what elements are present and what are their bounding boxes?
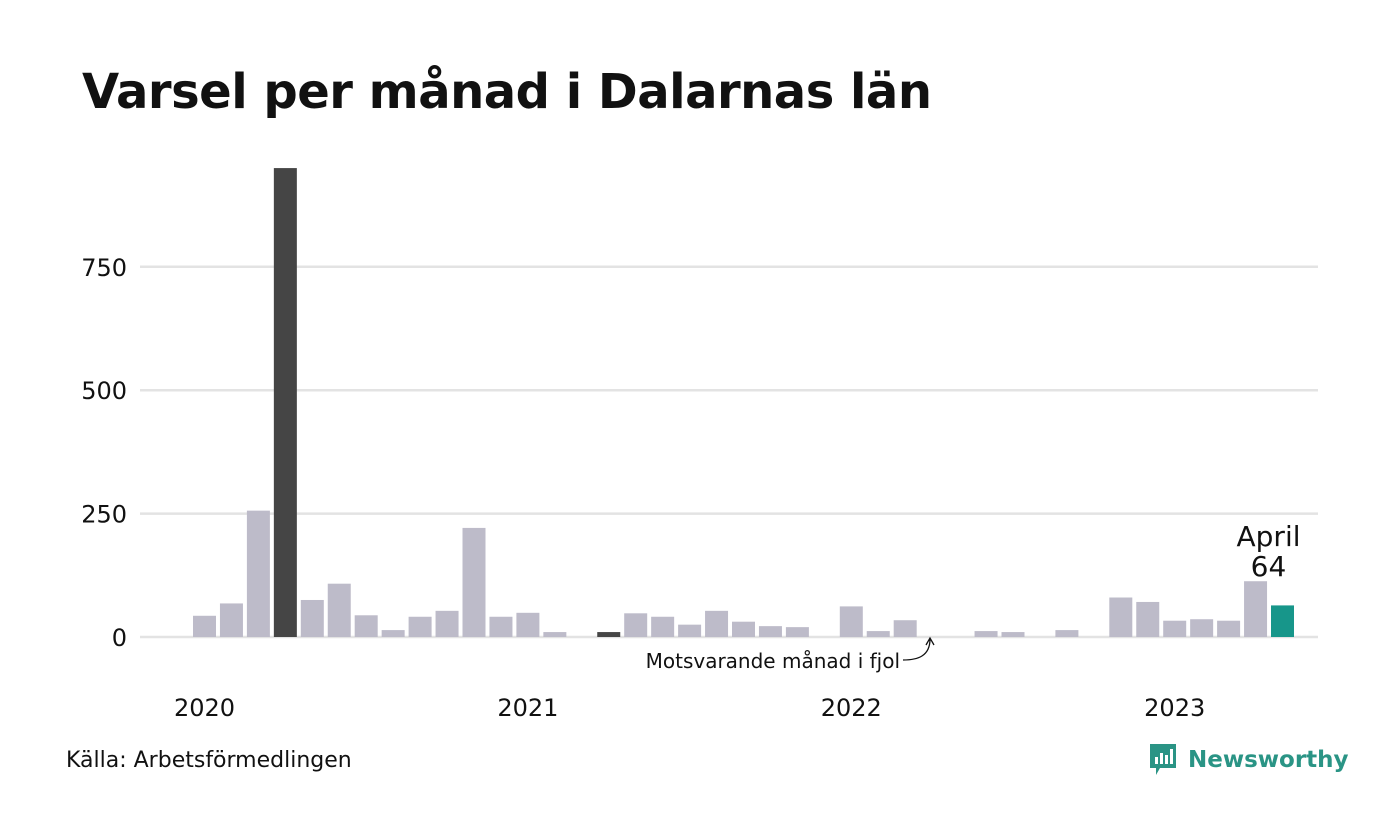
bar [732,621,755,637]
x-tick-label: 2022 [821,694,882,722]
x-tick-label: 2020 [174,694,235,722]
bar [462,527,486,637]
bar [1109,597,1133,637]
y-tick-label: 250 [81,501,127,529]
annotations: April 64 Motsvarande månad i fjol [646,520,1301,673]
newsworthy-logo: Newsworthy [1148,742,1349,778]
bar [516,612,540,637]
bar [624,613,648,637]
bar [1244,581,1268,637]
newsworthy-logo-text: Newsworthy [1188,747,1349,773]
bar [300,599,324,637]
bar [839,606,863,637]
bar [354,615,378,637]
bar [381,630,405,637]
bar [543,632,567,637]
source-note: Källa: Arbetsförmedlingen [66,748,352,773]
bar [785,627,809,637]
bar [1217,620,1241,637]
last-year-annotation: Motsvarande månad i fjol [646,649,900,673]
bar-chart: 0 250 500 750 2020 2021 2022 2023 April 64 Mot… [81,168,1318,722]
bar [273,168,297,637]
bar [758,626,782,637]
newsworthy-logo-icon [1150,744,1176,775]
current-value-label: 64 [1251,550,1287,583]
current-month-label: April [1237,520,1301,553]
bar [893,620,917,637]
bar [705,610,729,637]
y-tick-label: 0 [112,624,127,652]
x-tick-label: 2023 [1144,694,1205,722]
bar [219,603,243,637]
bar [1001,632,1025,637]
bar [1136,601,1160,637]
bar [435,610,459,637]
bar [193,615,216,637]
x-axis-ticks: 2020 2021 2022 2023 [174,694,1205,722]
y-axis-ticks: 0 250 500 750 [81,254,127,652]
bar [489,616,513,637]
bar [1163,620,1187,637]
bar [246,510,270,637]
bar [327,583,351,637]
bar [597,632,621,637]
gridlines [140,265,1318,639]
bar [1190,619,1214,637]
bar [974,631,998,637]
y-tick-label: 750 [81,254,127,282]
last-year-arrow [902,636,935,661]
bars [193,168,1294,637]
bar [678,624,702,637]
bar [1271,605,1294,637]
bar [866,631,890,637]
x-tick-label: 2021 [497,694,558,722]
bar [651,616,675,637]
chart-title: Varsel per månad i Dalarnas län [82,64,932,120]
bar [408,616,432,637]
bar [1055,630,1079,637]
y-tick-label: 500 [81,377,127,405]
